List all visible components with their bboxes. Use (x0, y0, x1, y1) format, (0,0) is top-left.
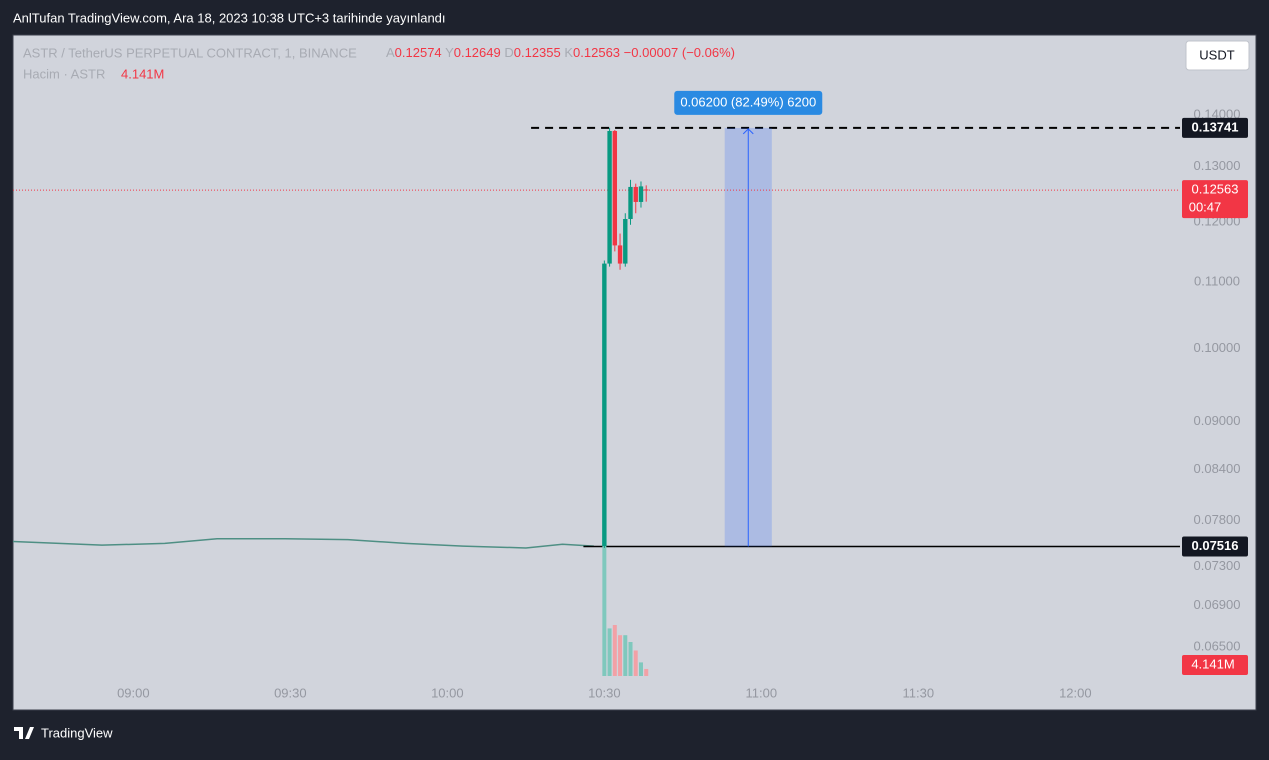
y-tick-label: 0.10000 (1194, 340, 1241, 355)
logo: TradingView (14, 725, 113, 740)
x-tick-label: 09:30 (274, 685, 307, 700)
y-tick-label: 0.09000 (1194, 413, 1241, 428)
candle-body (644, 189, 649, 191)
price-label-box (1182, 117, 1248, 138)
symbol: ASTR / TetherUS PERPETUAL CONTRACT, 1, B… (23, 45, 357, 60)
y-tick-label: 0.07300 (1194, 558, 1241, 573)
y-tick-label: 0.06500 (1194, 639, 1241, 654)
volume-bar (602, 545, 607, 676)
candle-body (612, 130, 618, 246)
candle-body (638, 186, 644, 202)
measure-arrowhead (742, 128, 754, 135)
candle-body (602, 263, 607, 547)
footer: TradingView (41, 725, 113, 740)
ohlc-header: A0.12574 Y0.12649 D0.12355 K0.12563 −0.0… (386, 45, 735, 60)
ohlc-key: D (504, 45, 513, 60)
volume-bar (638, 662, 643, 676)
change: −0.00007 (−0.06%) (624, 45, 735, 60)
y-tick-label: 0.11000 (1194, 274, 1240, 289)
y-tick-label: 0.14000 (1194, 106, 1241, 121)
y-tick-label: 0.08400 (1194, 461, 1241, 476)
measure-label: 0.06200 (82.49%) 6200 (680, 94, 816, 109)
history-line (12, 538, 594, 549)
price-label-box (1182, 536, 1248, 557)
ohlc-value: 0.12355 (514, 45, 561, 60)
current-price-box (1182, 180, 1248, 219)
x-tick-label: 10:00 (431, 685, 464, 700)
chart-area (12, 34, 1257, 711)
candle-body (607, 130, 612, 264)
volume-label: 4.141M (1191, 656, 1234, 671)
volume-bar (618, 635, 623, 676)
y-tick-label: 0.06900 (1194, 597, 1241, 612)
volume-bar (633, 650, 638, 676)
candle-body (633, 186, 638, 202)
volume-label-box (1182, 655, 1248, 675)
volume-bar (607, 628, 612, 676)
price-label: 0.07516 (1192, 538, 1239, 553)
x-tick-label: 11:00 (746, 685, 778, 700)
ohlc-value: 0.12649 (454, 45, 501, 60)
y-tick-label: 0.07800 (1194, 512, 1241, 527)
chart-title: AnlTufan TradingView.com, Ara 18, 2023 1… (13, 10, 446, 25)
countdown: 00:47 (1189, 200, 1222, 215)
x-tick-label: 10:30 (588, 685, 621, 700)
current-price-label: 0.12563 (1192, 182, 1239, 197)
candle-body (628, 186, 633, 220)
ohlc-key: K (564, 45, 573, 60)
candle-body (623, 219, 628, 264)
volume-bar (628, 642, 633, 676)
measure-label-box (674, 90, 823, 115)
volume-bar (644, 668, 649, 676)
volume-bar (612, 625, 617, 676)
x-tick-label: 09:00 (117, 685, 150, 700)
currency[interactable]: USDT (1199, 47, 1234, 62)
y-tick-label: 0.13000 (1194, 158, 1241, 173)
price-label: 0.13741 (1192, 119, 1239, 134)
x-tick-label: 11:30 (903, 685, 935, 700)
ohlc-value: 0.12563 (573, 45, 620, 60)
volume-bar (623, 635, 628, 676)
currency-button[interactable] (1185, 40, 1250, 71)
ohlc-key: A (386, 45, 395, 60)
volume-title: Hacim · ASTR (23, 66, 105, 81)
volume-value: 4.141M (121, 66, 164, 81)
x-tick-label: 12:00 (1059, 685, 1092, 700)
candle-body (617, 245, 623, 264)
ohlc-key: Y (445, 45, 454, 60)
ohlc-value: 0.12574 (395, 45, 442, 60)
logo-mark (14, 727, 34, 739)
